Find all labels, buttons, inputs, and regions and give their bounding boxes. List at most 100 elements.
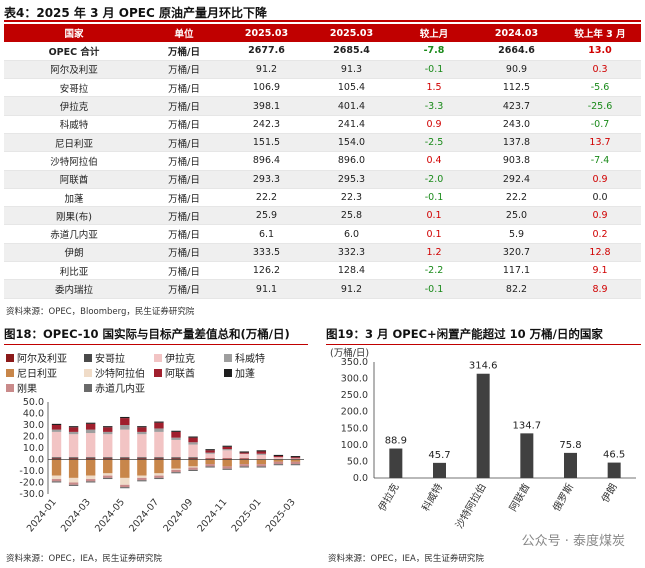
bar-segment [273, 454, 284, 457]
bar-segment [51, 423, 62, 425]
table-cell: 112.5 [474, 78, 559, 98]
bar-segment [188, 467, 198, 470]
table-row: 伊朗 万桶/日 333.5 332.3 1.2 320.7 12.8 [4, 243, 641, 263]
table-row: 沙特阿拉伯 万桶/日 896.4 896.0 0.4 903.8 -7.4 [4, 151, 641, 171]
table-cell: 0.3 [559, 60, 641, 80]
table-cell: 91.2 [224, 60, 309, 80]
legend-label: 沙特阿拉伯 [95, 369, 145, 380]
table-cell: 12.8 [559, 243, 641, 263]
bar-segment [120, 487, 130, 489]
bar-segment [137, 477, 147, 481]
table-cell: 科威特 [4, 115, 144, 134]
legend-item: 伊拉克 [154, 350, 195, 365]
bar-segment [188, 466, 198, 468]
bar-segment [51, 459, 62, 476]
y-tick-label: 0.0 [353, 473, 368, 484]
bar-segment [68, 457, 79, 459]
table-row: 加蓬 万桶/日 22.2 22.3 -0.1 22.2 0.0 [4, 188, 641, 208]
table-cell: -2.2 [394, 261, 474, 281]
legend-label: 伊拉克 [165, 354, 195, 365]
fig18-chart: 50.040.030.020.010.00.0-10.0-20.0-30.020… [19, 398, 304, 534]
legend-label: 尼日利亚 [17, 369, 57, 380]
table-cell: 万桶/日 [144, 133, 224, 153]
opec-production-table: 国家 单位 2025.03 2025.03 较上月 2024.03 较上年 3 … [4, 24, 641, 299]
bar-segment [171, 472, 181, 474]
bar-segment [290, 461, 301, 465]
bar-segment [222, 449, 232, 451]
bar-segment [68, 434, 79, 458]
bar-segment [68, 477, 79, 483]
bar-segment [205, 449, 215, 451]
bar-segment [154, 431, 164, 458]
y-tick-label: 250.0 [341, 390, 368, 401]
bar [433, 462, 446, 478]
bar-segment [222, 458, 232, 460]
table-cell: -0.1 [394, 279, 474, 299]
table-cell: 加蓬 [4, 188, 144, 208]
table-cell: 91.2 [309, 279, 394, 299]
table-cell: 903.8 [474, 151, 559, 171]
bar-segment [120, 418, 130, 425]
table-cell: 阿尔及利亚 [4, 60, 144, 80]
x-tick-label: 伊拉克 [375, 481, 401, 513]
bar-segment [239, 459, 249, 465]
x-tick-label: 沙特阿拉伯 [453, 481, 489, 531]
bar-segment [103, 459, 113, 474]
bar-segment [154, 477, 164, 480]
table-cell: 106.9 [224, 78, 309, 98]
table-row: 伊拉克 万桶/日 398.1 401.4 -3.3 423.7 -25.6 [4, 96, 641, 116]
table-cell: 万桶/日 [144, 60, 224, 80]
col-header-country: 国家 [4, 24, 144, 42]
bar-segment [171, 431, 181, 438]
fig19-title: 图19：3 月 OPEC+闲置产能超过 10 万桶/日的国家 [326, 326, 641, 345]
legend-swatch [6, 368, 14, 377]
bar-segment [171, 459, 181, 469]
table-cell: 242.3 [224, 115, 309, 134]
legend-swatch [224, 353, 232, 362]
bar-segment [205, 458, 215, 460]
legend-item: 阿尔及利亚 [6, 350, 67, 365]
bar-segment [290, 457, 301, 459]
bar-segment [239, 466, 249, 468]
table-cell: 13.7 [559, 133, 641, 153]
table-cell: 1.2 [394, 243, 474, 263]
table-cell: 22.2 [224, 188, 309, 208]
table-cell: 万桶/日 [144, 261, 224, 281]
table-cell: OPEC 合计 [4, 42, 144, 61]
bar-segment [222, 445, 232, 447]
table-cell: 安哥拉 [4, 78, 144, 98]
table-row: 委内瑞拉 万桶/日 91.1 91.2 -0.1 82.2 8.9 [4, 279, 641, 299]
table-cell: 91.1 [224, 279, 309, 299]
col-header-current: 2025.03 [224, 24, 309, 42]
bar-segment [137, 475, 147, 478]
table-row: 利比亚 万桶/日 126.2 128.4 -2.2 117.1 9.1 [4, 261, 641, 281]
col-header-lastyear: 2024.03 [474, 24, 559, 42]
table-header-row: 国家 单位 2025.03 2025.03 较上月 2024.03 较上年 3 … [4, 24, 641, 42]
bar-segment [290, 459, 301, 462]
bar-segment [256, 450, 267, 452]
bar-segment [239, 458, 249, 460]
bar-segment [51, 425, 62, 430]
bar-segment [256, 451, 267, 454]
bar-segment [68, 459, 79, 478]
table-cell: 万桶/日 [144, 206, 224, 226]
y-tick-label: 20.0 [23, 432, 44, 443]
y-tick-label: -20.0 [19, 478, 44, 489]
bar [476, 373, 490, 478]
table-cell: -0.1 [394, 188, 474, 208]
legend-item: 刚果 [6, 380, 37, 395]
fig18-source: 资料来源：OPEC，IEA，民生证券研究院 [6, 554, 162, 564]
data-label: 134.7 [513, 420, 542, 431]
table-cell: 241.4 [309, 115, 394, 134]
table-cell: -0.1 [394, 60, 474, 80]
table-row: 阿尔及利亚 万桶/日 91.2 91.3 -0.1 90.9 0.3 [4, 60, 641, 80]
bar-segment [154, 421, 164, 423]
bar [520, 433, 534, 478]
bar-segment [51, 429, 62, 432]
bar-segment [154, 473, 164, 476]
bar-segment [222, 450, 232, 459]
bar-segment [154, 428, 164, 432]
table-cell: 0.1 [394, 224, 474, 244]
table-cell: 82.2 [474, 279, 559, 299]
bar-segment [120, 457, 130, 459]
